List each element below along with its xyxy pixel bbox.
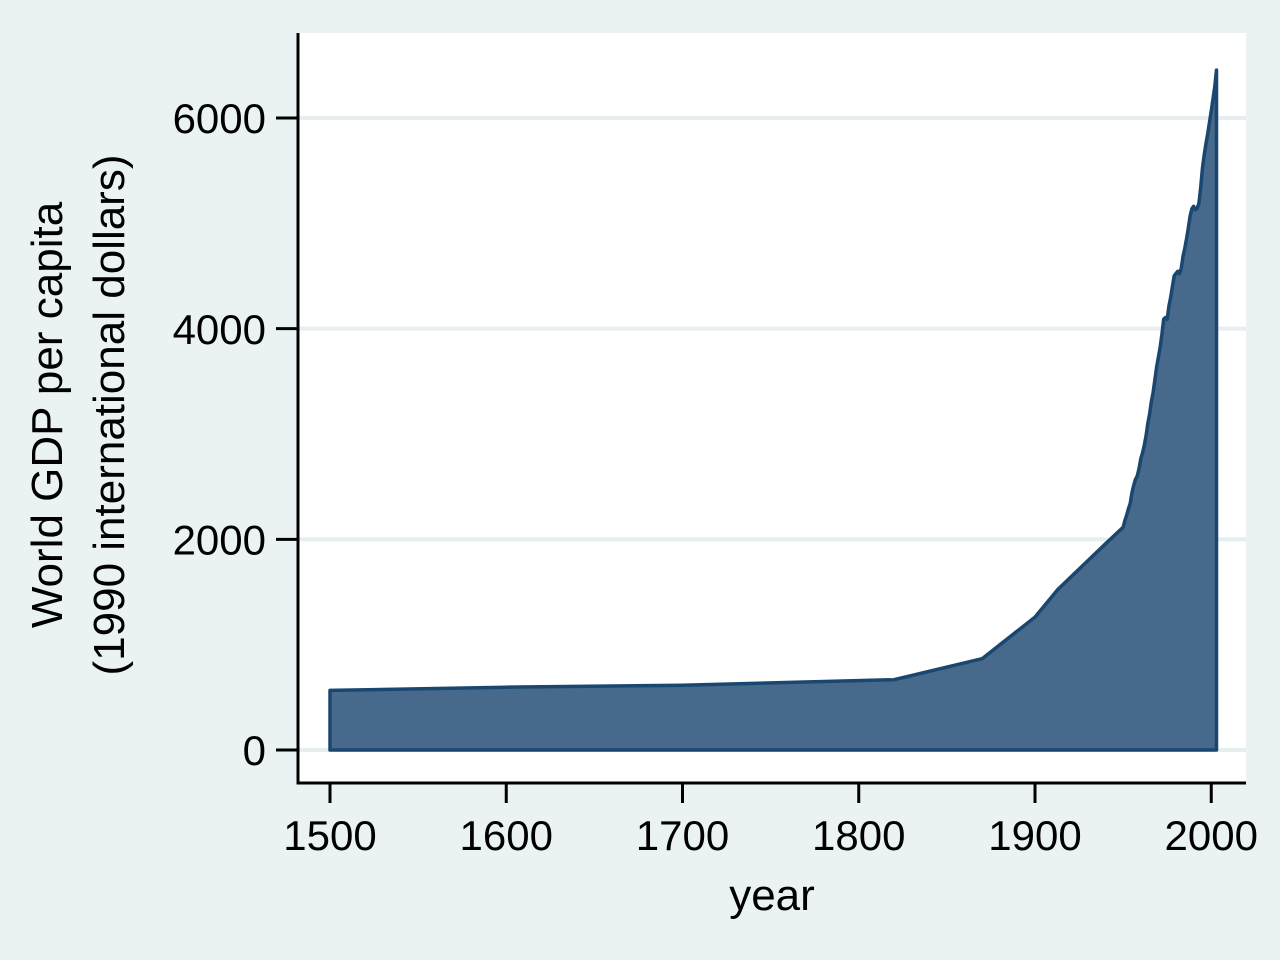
y-tick-label-0: 0 xyxy=(243,727,266,774)
series-group xyxy=(328,68,1219,752)
y-ticks-group: 0 2000 4000 6000 xyxy=(173,95,298,774)
x-tick-label-1900: 1900 xyxy=(988,812,1081,859)
y-tick-label-2000: 2000 xyxy=(173,516,266,563)
x-tick-label-1800: 1800 xyxy=(812,812,905,859)
area-series-world-gdp xyxy=(328,68,1219,752)
x-tick-label-1500: 1500 xyxy=(283,812,376,859)
x-ticks-group: 1500 1600 1700 1800 1900 2000 xyxy=(283,784,1258,859)
x-tick-label-1600: 1600 xyxy=(460,812,553,859)
y-tick-label-6000: 6000 xyxy=(173,95,266,142)
y-tick-label-4000: 4000 xyxy=(173,306,266,353)
x-tick-label-2000: 2000 xyxy=(1165,812,1258,859)
y-axis-title-line-2: (1990 international dollars) xyxy=(85,155,134,676)
x-tick-label-1700: 1700 xyxy=(636,812,729,859)
y-axis-title-line-1: World GDP per capita xyxy=(23,201,72,628)
x-axis-title: year xyxy=(729,871,815,920)
